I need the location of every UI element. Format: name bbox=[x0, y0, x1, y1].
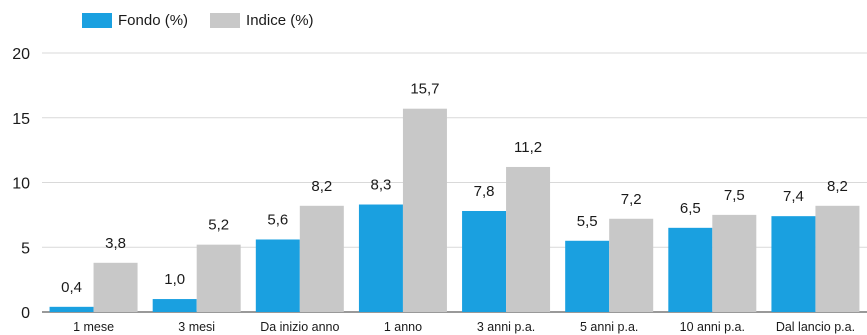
bar-fondo bbox=[462, 210, 507, 312]
data-label: 8,3 bbox=[371, 177, 392, 194]
data-label: 7,8 bbox=[474, 183, 495, 200]
bar-fondo bbox=[668, 227, 713, 312]
x-tick-label: 1 anno bbox=[384, 320, 422, 334]
x-tick-label: Da inizio anno bbox=[260, 320, 339, 334]
bar-indice bbox=[196, 244, 241, 312]
data-label: 8,2 bbox=[827, 178, 848, 195]
data-label: 5,2 bbox=[208, 217, 229, 234]
data-label: 15,7 bbox=[410, 81, 439, 98]
data-label: 11,2 bbox=[514, 139, 542, 156]
data-label: 7,4 bbox=[783, 188, 804, 205]
y-tick-label: 20 bbox=[12, 46, 30, 63]
bar-fondo bbox=[358, 204, 403, 312]
data-label: 7,5 bbox=[724, 187, 745, 204]
x-tick-label: 10 anni p.a. bbox=[680, 320, 745, 334]
bar-fondo bbox=[565, 240, 610, 312]
data-label: 6,5 bbox=[680, 200, 701, 217]
legend: Fondo (%) Indice (%) bbox=[82, 10, 336, 30]
bar-indice bbox=[815, 205, 860, 312]
data-label: 5,6 bbox=[267, 211, 288, 228]
y-tick-label: 5 bbox=[21, 240, 30, 257]
bar-indice bbox=[712, 214, 757, 312]
x-tick-label: 5 anni p.a. bbox=[580, 320, 638, 334]
legend-item-indice: Indice (%) bbox=[210, 12, 314, 29]
x-tick-label: 3 anni p.a. bbox=[477, 320, 535, 334]
x-tick-label: 1 mese bbox=[73, 320, 114, 334]
y-tick-label: 15 bbox=[12, 111, 30, 128]
legend-item-fondo: Fondo (%) bbox=[82, 12, 188, 29]
bar-indice bbox=[299, 205, 344, 312]
bar-indice bbox=[402, 108, 447, 312]
y-tick-label: 10 bbox=[12, 176, 30, 193]
data-label: 7,2 bbox=[621, 191, 642, 208]
legend-label-indice: Indice (%) bbox=[246, 11, 314, 29]
bar-fondo bbox=[152, 299, 197, 312]
y-tick-label: 0 bbox=[21, 305, 30, 322]
legend-swatch-indice bbox=[210, 12, 241, 28]
data-label: 8,2 bbox=[311, 178, 332, 195]
bar-indice bbox=[506, 166, 551, 312]
bar-fondo bbox=[771, 216, 816, 312]
bar-fondo bbox=[49, 306, 94, 312]
x-tick-label: Dal lancio p.a. bbox=[776, 320, 855, 334]
data-label: 1,0 bbox=[164, 271, 185, 288]
x-tick-label: 3 mesi bbox=[178, 320, 215, 334]
data-label: 0,4 bbox=[61, 279, 82, 296]
legend-swatch-fondo bbox=[82, 12, 112, 28]
data-label: 3,8 bbox=[105, 235, 126, 252]
bar-indice bbox=[609, 218, 654, 312]
bar-fondo bbox=[255, 239, 300, 312]
legend-label-fondo: Fondo (%) bbox=[118, 11, 189, 29]
bar-indice bbox=[93, 262, 138, 312]
data-label: 5,5 bbox=[577, 213, 598, 230]
